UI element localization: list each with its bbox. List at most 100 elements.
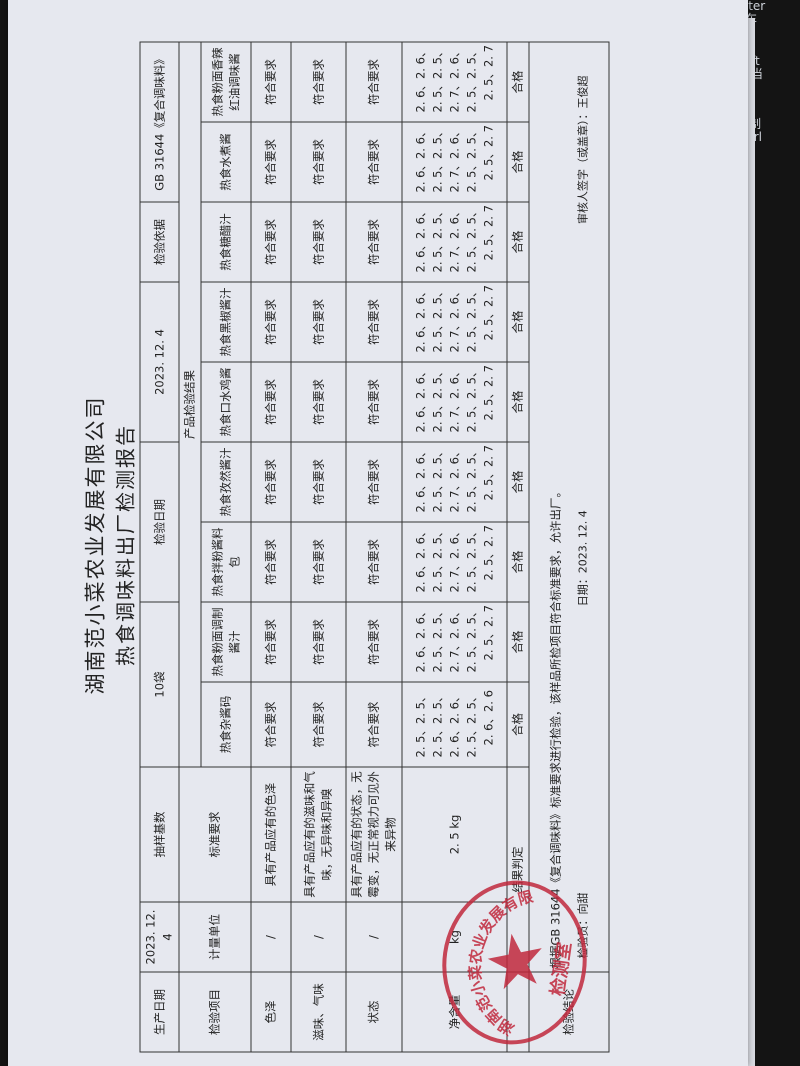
unit: / <box>251 902 291 972</box>
net-values-cell: 2. 5、2. 5、 2. 5、2. 5、 2. 6、2. 6、 2. 5、2. 5、… <box>402 682 507 767</box>
result-cell: 符合要求 <box>346 121 402 202</box>
product-header: 热食糖醋汁 <box>201 201 251 282</box>
net-value: 2. 5、2. 5、 <box>464 285 478 353</box>
net-value: 2. 7、2. 6、 <box>447 365 461 433</box>
net-values-cell: 2. 6、2. 6、 2. 5、2. 5、 2. 7、2. 6、 2. 5、2. 5、… <box>402 281 507 362</box>
net-values-cell: 2. 6、2. 6、 2. 5、2. 5、 2. 7、2. 6、 2. 5、2. 5、… <box>402 521 507 602</box>
net-value: 2. 5、2. 5、 <box>464 125 478 193</box>
result-cell: 符合要求 <box>291 441 346 522</box>
net-values-cell: 2. 6、2. 6、 2. 5、2. 5、 2. 7、2. 6、 2. 5、2. 5、… <box>402 441 507 522</box>
result-cell: 符合要求 <box>291 601 346 682</box>
item-name: 状态 <box>346 972 402 1052</box>
item-name: 色泽 <box>251 972 291 1052</box>
inspection-date: 2023. 12. 4 <box>140 281 179 442</box>
result-cell: 符合要求 <box>291 682 346 767</box>
judgement-cell: 合格 <box>507 121 529 202</box>
product-header: 热食杂酱码 <box>201 682 251 767</box>
conclusion-cell: 根据GB 31644《复合调味料》标准要求进行检验，该样品所检项目符合标准要求，… <box>529 41 609 972</box>
net-value: 2. 6、2. 6、 <box>413 45 427 113</box>
net-value: 2. 5、2. 5、 <box>430 205 444 273</box>
net-value: 2. 6、2. 6、 <box>413 125 427 193</box>
judgement-cell: 合格 <box>507 41 529 122</box>
results-header: 产品检验结果 <box>179 41 201 767</box>
result-cell: 符合要求 <box>346 281 402 362</box>
net-value: 2. 6、2. 6、 <box>413 525 427 593</box>
production-date-label: 生产日期 <box>140 972 179 1052</box>
net-value: 2. 6、2. 6、 <box>413 605 427 673</box>
basis-label: 检验依据 <box>140 201 179 282</box>
judgement-cell: 合格 <box>507 201 529 282</box>
table-row: 滋味、气味 / 具有产品应有的滋味和气味，无异味和异嗅 符合要求 符合要求 符合要求 符合要… <box>291 41 346 1052</box>
net-value: 2. 5、2. 5、 <box>464 690 478 758</box>
product-header: 热食粉面调制酱汁 <box>201 601 251 682</box>
net-value: 2. 6、2. 6 <box>481 690 495 746</box>
net-value: 2. 7、2. 6、 <box>447 285 461 353</box>
judgement-cell: 合格 <box>507 361 529 442</box>
stamp-star-icon <box>487 933 542 990</box>
item-name: 滋味、气味 <box>291 972 346 1052</box>
company-name: 湖南范小菜农业发展有限公司 <box>83 395 108 695</box>
net-value: 2. 5、2. 7 <box>481 205 495 261</box>
net-value: 2. 5、2. 5、 <box>430 285 444 353</box>
result-cell: 符合要求 <box>251 601 291 682</box>
standard-text: 具有产品应有的滋味和气味，无异味和异嗅 <box>291 767 346 902</box>
inspection-date-label: 检验日期 <box>140 441 179 602</box>
net-value: 2. 5、2. 5、 <box>430 125 444 193</box>
result-cell: 符合要求 <box>291 41 346 122</box>
judgement-cell: 合格 <box>507 441 529 522</box>
standard-text: 具有产品应有的状态，无霉变，无正常视力可见外来异物 <box>346 767 402 902</box>
result-cell: 符合要求 <box>251 281 291 362</box>
production-date: 2023. 12. 4 <box>140 902 179 972</box>
net-value: 2. 5、2. 5、 <box>464 445 478 513</box>
col-unit-header: 计量单位 <box>179 902 251 972</box>
result-cell: 符合要求 <box>291 521 346 602</box>
judgement-cell: 合格 <box>507 682 529 767</box>
result-cell: 符合要求 <box>346 41 402 122</box>
product-header: 热食孜然酱汁 <box>201 441 251 522</box>
result-cell: 符合要求 <box>251 361 291 442</box>
sign-date: 日期：2023. 12. 4 <box>576 510 589 607</box>
result-cell: 符合要求 <box>251 441 291 522</box>
product-header: 热食粉面香辣红油调味酱 <box>201 41 251 122</box>
col-item-header: 检验项目 <box>179 972 251 1052</box>
net-value: 2. 6、2. 6、 <box>413 285 427 353</box>
net-value: 2. 5、2. 5、 <box>430 45 444 113</box>
net-value: 2. 5、2. 5、 <box>430 525 444 593</box>
net-values-cell: 2. 6、2. 6、 2. 5、2. 5、 2. 7、2. 6、 2. 5、2. 5、… <box>402 41 507 122</box>
net-value: 2. 7、2. 6、 <box>447 125 461 193</box>
result-cell: 符合要求 <box>346 521 402 602</box>
table-row: 色泽 / 具有产品应有的色泽 符合要求 符合要求 符合要求 符合要求 符合要求 符合要求 符合要求… <box>251 41 291 1052</box>
net-value: 2. 5、2. 7 <box>481 45 495 101</box>
report-title: 热食调味料出厂检测报告 <box>113 424 138 666</box>
unit: / <box>346 902 402 972</box>
net-value: 2. 6、2. 6、 <box>447 690 461 758</box>
net-value: 2. 5、2. 5、 <box>430 605 444 673</box>
net-values-cell: 2. 6、2. 6、 2. 5、2. 5、 2. 7、2. 6、 2. 5、2. 5、… <box>402 201 507 282</box>
basis: GB 31644《复合调味料》 <box>140 41 179 202</box>
result-cell: 符合要求 <box>251 201 291 282</box>
net-value: 2. 5、2. 5、 <box>413 690 427 758</box>
result-cell: 符合要求 <box>291 201 346 282</box>
net-value: 2. 5、2. 7 <box>481 285 495 341</box>
net-value: 2. 5、2. 5、 <box>430 690 444 758</box>
net-value: 2. 5、2. 7 <box>481 445 495 501</box>
judgement-cell: 合格 <box>507 281 529 362</box>
net-value: 2. 5、2. 7 <box>481 125 495 181</box>
standard-text: 具有产品应有的色泽 <box>251 767 291 902</box>
result-cell: 符合要求 <box>346 441 402 522</box>
net-values-cell: 2. 6、2. 6、 2. 5、2. 5、 2. 7、2. 6、 2. 5、2. 5、… <box>402 121 507 202</box>
result-cell: 符合要求 <box>251 682 291 767</box>
product-header: 热食黑椒酱汁 <box>201 281 251 362</box>
net-value: 2. 7、2. 6、 <box>447 525 461 593</box>
result-cell: 符合要求 <box>346 682 402 767</box>
net-value: 2. 7、2. 6、 <box>447 605 461 673</box>
judgement-cell: 合格 <box>507 601 529 682</box>
unit: / <box>291 902 346 972</box>
judgement-cell: 合格 <box>507 521 529 602</box>
stamp-center-text: 检测室 <box>546 941 575 998</box>
result-cell: 符合要求 <box>251 521 291 602</box>
product-header: 热食口水鸡酱 <box>201 361 251 442</box>
net-value: 2. 5、2. 5、 <box>464 525 478 593</box>
net-value: 2. 5、2. 5、 <box>464 605 478 673</box>
sample-base: 10袋 <box>140 601 179 767</box>
